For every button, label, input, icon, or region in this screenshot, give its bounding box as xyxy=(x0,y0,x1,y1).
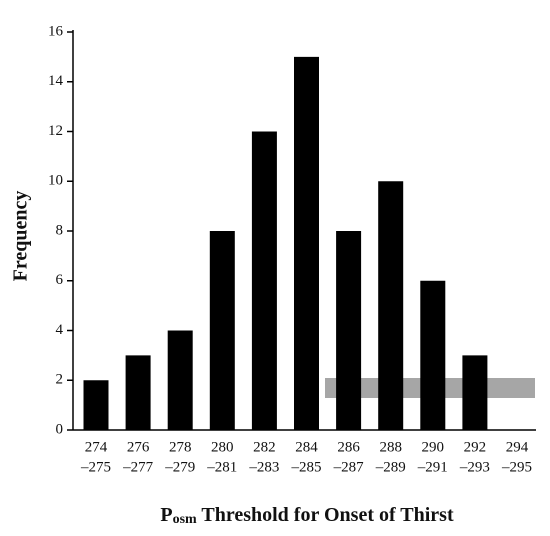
bar xyxy=(125,355,151,430)
y-tick-label: 16 xyxy=(48,23,64,39)
x-tick-label: –295 xyxy=(501,459,532,475)
y-tick-label: 2 xyxy=(56,372,64,388)
x-tick-label: –293 xyxy=(459,459,490,475)
y-tick-label: 4 xyxy=(56,322,64,338)
y-tick-label: 8 xyxy=(56,222,64,238)
y-tick-label: 12 xyxy=(48,123,63,139)
bar xyxy=(209,231,235,430)
x-tick-label: 294 xyxy=(506,439,529,455)
x-tick-label: 282 xyxy=(253,439,276,455)
y-axis-label: Frequency xyxy=(10,191,32,282)
x-tick-label: –279 xyxy=(164,459,195,475)
x-tick-label: –275 xyxy=(80,459,111,475)
bar xyxy=(420,280,446,430)
x-tick-label: 292 xyxy=(464,439,487,455)
bar xyxy=(378,181,404,430)
bar xyxy=(167,330,193,430)
x-tick-label: –285 xyxy=(291,459,322,475)
y-tick-label: 10 xyxy=(48,173,63,189)
x-tick-label: –289 xyxy=(375,459,406,475)
x-tick-label: –277 xyxy=(122,459,154,475)
x-tick-label: 286 xyxy=(337,439,360,455)
y-tick-label: 14 xyxy=(48,73,64,89)
x-tick-label: –287 xyxy=(333,459,365,475)
bar xyxy=(462,355,488,430)
x-tick-label: –283 xyxy=(248,459,279,475)
x-tick-label: 280 xyxy=(211,439,234,455)
bar xyxy=(294,56,319,430)
bar xyxy=(83,380,109,430)
x-label-main: P xyxy=(160,504,172,526)
x-label-rest: Threshold for Onset of Thirst xyxy=(197,504,454,526)
y-tick-label: 6 xyxy=(56,272,64,288)
bar xyxy=(251,131,277,430)
x-axis-label: Posm Threshold for Onset of Thirst xyxy=(160,504,454,528)
x-label-subscript: osm xyxy=(173,512,197,527)
x-tick-label: –291 xyxy=(417,459,448,475)
x-tick-label: 290 xyxy=(422,439,445,455)
x-tick-label: 284 xyxy=(295,439,318,455)
x-tick-label: 278 xyxy=(169,439,192,455)
x-tick-label: 274 xyxy=(85,439,108,455)
bar xyxy=(336,231,362,430)
x-tick-label: –281 xyxy=(206,459,237,475)
x-tick-label: 276 xyxy=(127,439,150,455)
y-tick-label: 0 xyxy=(56,421,64,437)
x-tick-label: 288 xyxy=(379,439,402,455)
